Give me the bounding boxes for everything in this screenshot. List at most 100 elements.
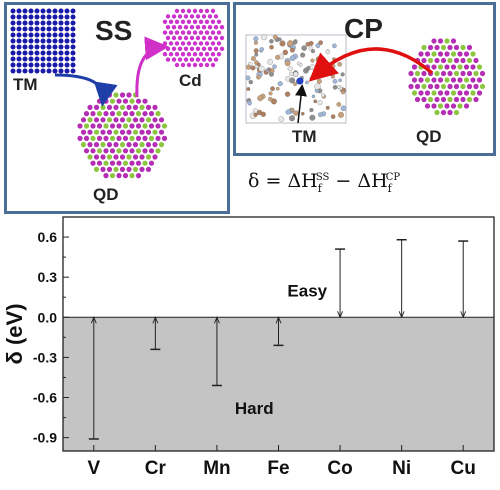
cd-atom (210, 52, 216, 57)
tm-atom (52, 50, 58, 56)
tm-atom (16, 44, 22, 50)
qd-atom (440, 57, 447, 64)
molecule-atom (330, 114, 336, 119)
molecule-atom (293, 110, 299, 116)
qd-atom (80, 129, 87, 135)
tm-atom (46, 38, 52, 44)
tm-atom (34, 38, 40, 44)
qd-atom (80, 142, 87, 148)
cp-tm-label: TM (292, 127, 317, 146)
tm-atom (16, 20, 22, 26)
tm-atom (58, 14, 64, 20)
cd-atom (207, 46, 213, 51)
qd-atom (457, 51, 463, 57)
tm-atom (10, 8, 16, 14)
molecule-atom (316, 78, 322, 84)
qd-atom (100, 154, 106, 160)
qd-atom (421, 57, 427, 64)
cd-atom (180, 41, 186, 46)
cd-atom (180, 52, 186, 57)
annotation-easy: Easy (287, 282, 327, 301)
qd-atom (437, 51, 444, 57)
cd-atom (198, 8, 204, 14)
qd-atom (132, 129, 139, 135)
qd-atom (96, 148, 103, 154)
cd-atom (174, 52, 180, 57)
molecule-atom (300, 52, 306, 58)
qd-atom (470, 90, 476, 96)
cd-atom (189, 25, 195, 30)
cd-atom (210, 19, 216, 24)
qd-atom (103, 148, 109, 154)
tm-atom (10, 32, 16, 38)
molecule-atom (329, 72, 333, 76)
cd-atom (213, 14, 219, 19)
qd-atom (83, 148, 90, 154)
tm-atom (52, 38, 58, 44)
qd-atom (463, 64, 470, 70)
qd-atom (437, 38, 444, 44)
cd-atom (171, 46, 177, 51)
qd-atom (414, 70, 421, 77)
molecule-atom (337, 85, 342, 89)
molecule-atom (332, 79, 338, 84)
qd-atom (457, 90, 463, 96)
qd-atom (119, 104, 126, 110)
tm-atom (22, 50, 28, 56)
qd-atom (122, 173, 129, 179)
molecule-atom (285, 109, 291, 115)
cd-atom (168, 30, 174, 35)
ss-qd-label: QD (93, 185, 119, 204)
qd-atom (129, 123, 135, 129)
cd-atom (183, 35, 189, 41)
tm-atom (16, 68, 22, 74)
tm-atom (46, 20, 52, 26)
y-tick-label: -0.6 (33, 390, 57, 406)
formula-sup2: CP (385, 171, 401, 183)
qd-atom (132, 142, 139, 148)
qd-atom (421, 44, 427, 51)
bar-ni (396, 238, 407, 319)
qd-atom (139, 129, 145, 135)
tm-atom (16, 38, 22, 44)
qd-atom (453, 109, 460, 116)
qd-atom (129, 135, 135, 141)
tm-atom (52, 8, 58, 14)
cd-atom (165, 14, 171, 19)
qd-atom (116, 111, 122, 117)
qd-atom (444, 77, 450, 83)
qd-atom (440, 96, 447, 103)
tm-atom (70, 8, 76, 14)
molecule-atom (341, 90, 346, 95)
x-axis: V Cr Mn Fe Co Ni Cu (87, 445, 476, 479)
cd-atom (192, 52, 198, 57)
tm-atom (70, 56, 76, 62)
qd-atom (129, 98, 135, 104)
cd-atom (195, 14, 201, 19)
y-tick-label: 0.3 (38, 269, 58, 285)
qd-atom (466, 44, 473, 51)
molecule-atom (269, 39, 274, 44)
qd-atom (96, 123, 103, 129)
tm-atom (52, 20, 58, 26)
qd-atom (113, 154, 119, 160)
tm-atom (34, 26, 40, 32)
molecule-atom (257, 95, 264, 102)
molecule-atom (308, 46, 313, 51)
cd-atom (195, 46, 201, 51)
molecule-atom (340, 105, 347, 112)
cd-atom (189, 46, 195, 51)
tm-atom (46, 50, 52, 56)
qd-atom (447, 83, 453, 90)
qd-atom (109, 160, 116, 166)
qd-atom (106, 104, 113, 110)
cd-atom (174, 19, 180, 24)
bar-arrowhead (152, 316, 159, 324)
qd-atom (427, 57, 434, 64)
qd-atom (145, 142, 152, 148)
qd-atom (122, 135, 129, 141)
qd-atom (447, 44, 453, 51)
qd-atom (155, 111, 161, 117)
qd-atom (437, 103, 444, 109)
qd-atom (126, 117, 132, 123)
